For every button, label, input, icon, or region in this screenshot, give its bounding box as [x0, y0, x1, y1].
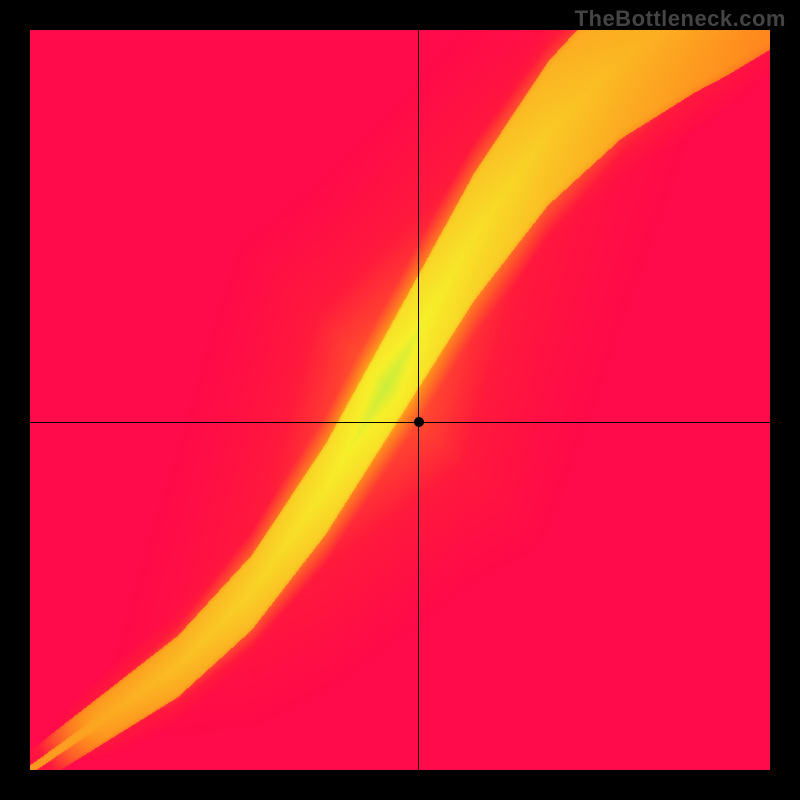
watermark-text: TheBottleneck.com [575, 6, 786, 32]
heatmap-canvas [30, 30, 770, 770]
crosshair-vertical [418, 30, 419, 770]
chart-container: TheBottleneck.com [0, 0, 800, 800]
crosshair-marker [414, 417, 424, 427]
heatmap-plot-area [30, 30, 770, 770]
crosshair-horizontal [30, 422, 770, 423]
